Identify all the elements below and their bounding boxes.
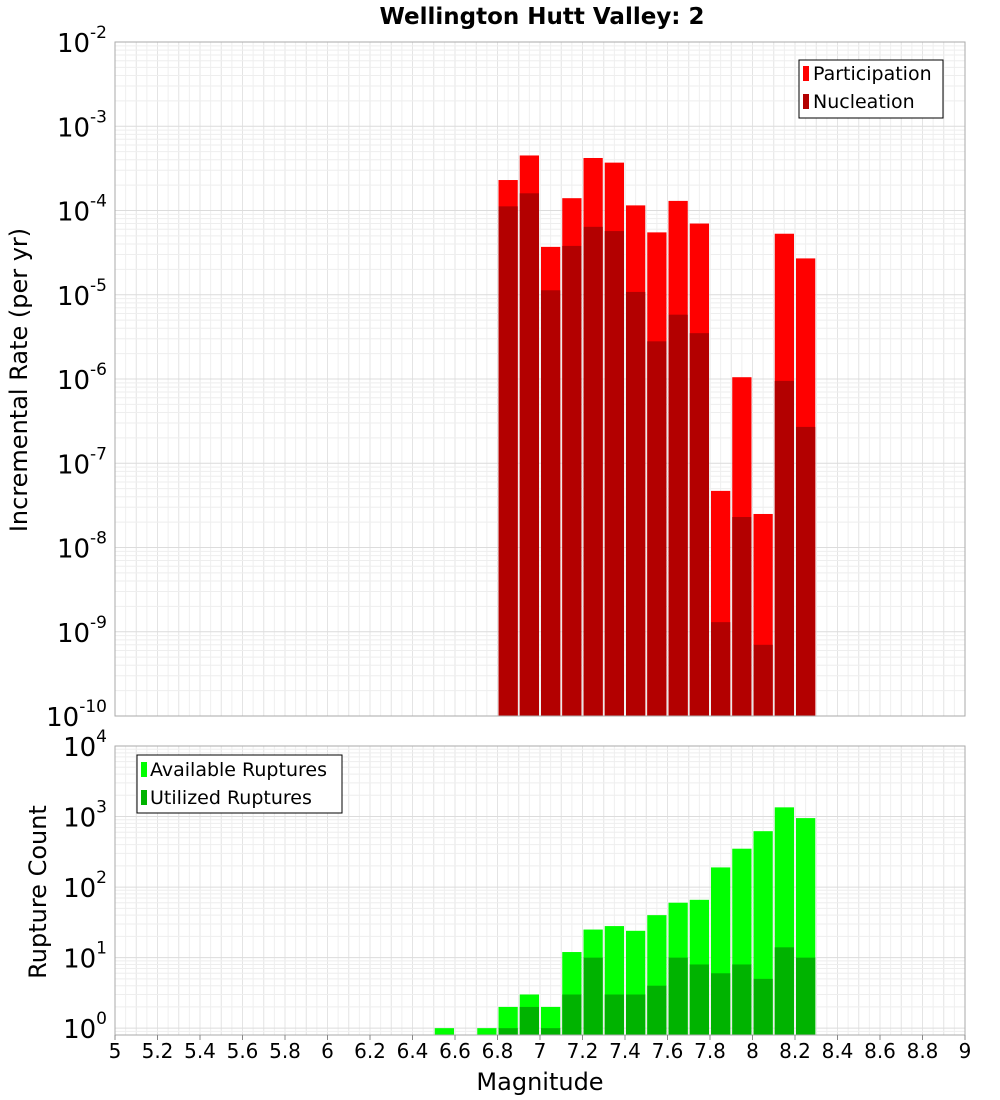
bottom-y-tick-label: 103 <box>63 798 107 834</box>
top-y-tick-label: 10-6 <box>57 360 107 396</box>
bar-nucleation <box>689 333 709 716</box>
legend-swatch-participation <box>803 66 809 81</box>
bar-nucleation <box>626 291 646 716</box>
bar-utilized-ruptures <box>647 985 667 1035</box>
x-tick-label: 5.2 <box>142 1039 174 1063</box>
bar-utilized-ruptures <box>604 994 624 1035</box>
bar-utilized-ruptures <box>541 1028 561 1035</box>
x-tick-label: 8.6 <box>864 1039 896 1063</box>
bar-available-ruptures <box>541 1006 561 1035</box>
x-tick-label: 5.6 <box>227 1039 259 1063</box>
x-tick-label: 8.4 <box>822 1039 854 1063</box>
bar-utilized-ruptures <box>774 947 794 1035</box>
top-plot-border <box>114 41 966 717</box>
legend-swatch-nucleation <box>803 94 809 109</box>
bar-utilized-ruptures <box>796 957 816 1035</box>
bar-nucleation <box>774 380 794 716</box>
x-tick-label: 9 <box>959 1039 972 1063</box>
top-legend: Participation Nucleation <box>798 59 944 119</box>
x-tick-label: 5.8 <box>269 1039 301 1063</box>
x-tick-label: 6.4 <box>397 1039 429 1063</box>
bar-utilized-ruptures <box>498 1028 518 1035</box>
bottom-y-tick-label: 104 <box>63 727 107 763</box>
bar-utilized-ruptures <box>732 964 752 1035</box>
x-tick-label: 8.8 <box>907 1039 939 1063</box>
x-tick-label: 7.4 <box>609 1039 641 1063</box>
bar-utilized-ruptures <box>519 1006 539 1035</box>
top-y-tick-label: 10-3 <box>57 107 107 143</box>
top-legend-box <box>798 59 944 119</box>
x-tick-label: 6.8 <box>482 1039 514 1063</box>
legend-label-participation: Participation <box>813 63 932 85</box>
x-tick-label: 5 <box>109 1039 122 1063</box>
x-axis-label: Magnitude <box>476 1068 603 1096</box>
x-tick-label: 6.2 <box>354 1039 386 1063</box>
bar-utilized-ruptures <box>689 964 709 1035</box>
bar-nucleation <box>583 226 603 716</box>
top-y-tick-label: 10-10 <box>46 697 107 733</box>
bar-nucleation <box>562 245 582 716</box>
top-plot-bars <box>498 155 816 717</box>
bar-nucleation <box>711 622 731 716</box>
top-y-tick-label: 10-9 <box>57 613 107 649</box>
bar-nucleation <box>668 314 688 716</box>
bottom-y-tick-label: 102 <box>63 868 107 904</box>
top-y-axis-label: Incremental Rate (per yr) <box>5 228 33 532</box>
bar-nucleation <box>604 231 624 716</box>
bar-available-ruptures <box>498 1006 518 1035</box>
top-y-tick-label: 10-5 <box>57 276 107 312</box>
bar-nucleation <box>541 290 561 716</box>
bar-nucleation <box>647 341 667 716</box>
legend-label-utilized-ruptures: Utilized Ruptures <box>150 787 312 809</box>
bar-utilized-ruptures <box>753 978 773 1035</box>
top-y-axis-ticks: 10-10 10-9 10-8 10-7 10-6 10-5 10-4 10-3 10-2 <box>46 23 107 733</box>
bottom-legend-box <box>136 754 343 814</box>
x-tick-label: 7 <box>534 1039 547 1063</box>
bar-nucleation <box>519 193 539 717</box>
x-tick-label: 8 <box>746 1039 759 1063</box>
bottom-y-tick-label: 100 <box>63 1009 107 1045</box>
bottom-y-axis-ticks: 100 101 102 103 104 <box>63 727 107 1045</box>
top-plot-grid <box>114 42 966 717</box>
top-y-tick-label: 10-7 <box>57 444 107 480</box>
bottom-y-tick-label: 101 <box>63 939 107 975</box>
x-tick-label: 7.8 <box>694 1039 726 1063</box>
bar-nucleation <box>796 426 816 716</box>
top-y-tick-label: 10-8 <box>57 529 107 565</box>
bar-nucleation <box>732 517 752 716</box>
x-tick-label: 8.2 <box>779 1039 811 1063</box>
legend-label-available-ruptures: Available Ruptures <box>150 759 327 781</box>
top-y-tick-label: 10-2 <box>57 23 107 59</box>
bar-utilized-ruptures <box>583 957 603 1035</box>
bar-nucleation <box>498 206 518 716</box>
bar-available-ruptures <box>477 1028 497 1035</box>
x-tick-label: 6 <box>321 1039 334 1063</box>
bar-utilized-ruptures <box>626 994 646 1035</box>
bottom-legend: Available Ruptures Utilized Ruptures <box>136 754 343 814</box>
x-tick-label: 6.6 <box>439 1039 471 1063</box>
bottom-y-axis-label: Rupture Count <box>24 805 52 979</box>
x-tick-label: 7.6 <box>652 1039 684 1063</box>
bar-nucleation <box>753 644 773 716</box>
x-axis-ticks: 5 5.2 5.4 5.6 5.8 6 6.2 6.4 6.6 6.8 7 7.2 7.4 7.6 7.8 8… <box>109 1035 972 1063</box>
legend-swatch-utilized-ruptures <box>141 790 147 805</box>
top-y-tick-label: 10-4 <box>57 192 107 228</box>
bar-utilized-ruptures <box>562 994 582 1035</box>
bar-utilized-ruptures <box>668 957 688 1035</box>
legend-label-nucleation: Nucleation <box>813 91 915 113</box>
chart-title: Wellington Hutt Valley: 2 <box>379 4 704 30</box>
x-tick-label: 5.4 <box>184 1039 216 1063</box>
legend-swatch-available-ruptures <box>141 762 147 777</box>
bar-utilized-ruptures <box>711 973 731 1035</box>
bar-available-ruptures <box>434 1028 454 1035</box>
x-tick-label: 7.2 <box>567 1039 599 1063</box>
bottom-plot-bars <box>434 807 816 1035</box>
